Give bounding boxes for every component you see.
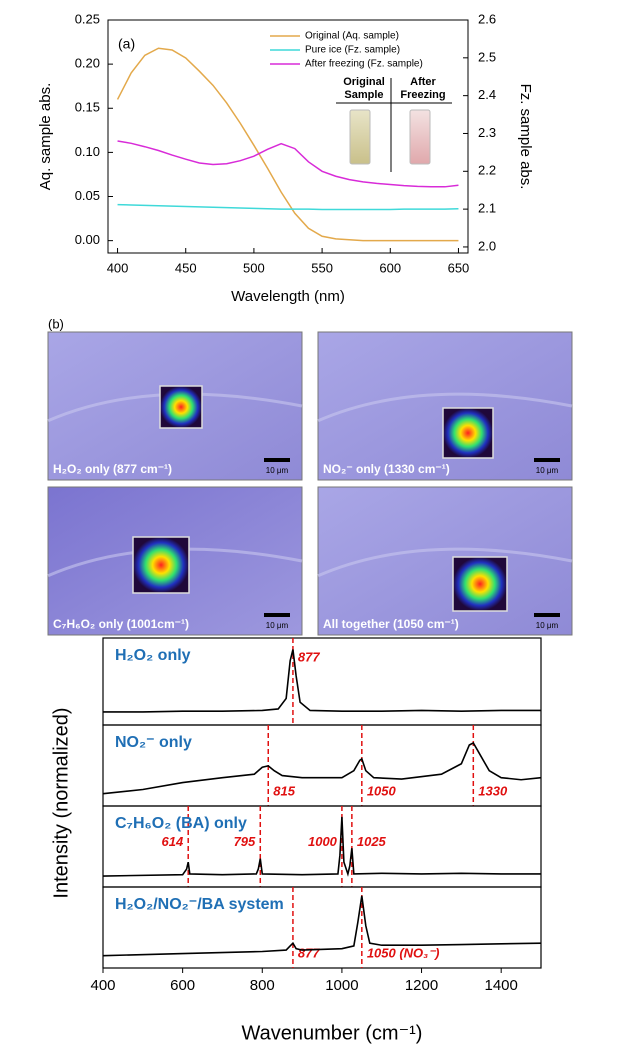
y-tick-label: 0.00	[75, 232, 100, 247]
scale-bar	[534, 613, 560, 617]
y-tick-label: 0.10	[75, 144, 100, 159]
spectrum-line	[102, 816, 541, 877]
scale-bar-label: 10 μm	[536, 621, 559, 630]
scale-bar-label: 10 μm	[266, 466, 289, 475]
legend-label: Pure ice (Fz. sample)	[305, 45, 400, 56]
x-axis-label: Wavenumber (cm⁻¹)	[242, 1022, 423, 1044]
peak-label: 614	[162, 834, 184, 849]
x-tick-label: 800	[250, 977, 275, 994]
caption: All together (1050 cm⁻¹)	[323, 617, 459, 631]
y2-tick-label: 2.3	[478, 125, 496, 140]
panel-label: (b)	[48, 316, 64, 331]
raman-map	[159, 385, 203, 429]
y2-axis-label: Fz. sample abs.	[517, 84, 534, 190]
x-tick-label: 650	[448, 260, 470, 275]
scale-bar-label: 10 μm	[266, 621, 289, 630]
x-tick-label: 500	[243, 260, 265, 275]
x-axis-label: Wavelength (nm)	[231, 288, 345, 305]
vial-original	[349, 109, 371, 165]
spectrum-line	[103, 649, 541, 713]
ice-boundary	[317, 547, 573, 578]
spectrum-line	[102, 741, 542, 795]
spectrum-line	[102, 895, 542, 957]
y-tick-label: 0.25	[75, 11, 100, 26]
peak-label: 815	[273, 783, 295, 798]
panel-label: C₇H₆O₂ (BA) only	[115, 815, 247, 832]
peak-label: 1050	[367, 783, 397, 798]
y2-tick-label: 2.4	[478, 87, 496, 102]
peak-label: 877	[298, 649, 320, 664]
peak-label: 877	[298, 945, 320, 960]
panel-label: H₂O₂/NO₂⁻/BA system	[115, 896, 284, 913]
series-line	[117, 203, 459, 211]
x-tick-label: 1400	[484, 977, 517, 994]
raman-map	[132, 536, 190, 594]
y-tick-label: 0.05	[75, 188, 100, 203]
x-tick-label: 1200	[405, 977, 438, 994]
peak-label: 1025	[357, 834, 387, 849]
panel-label: H₂O₂ only	[115, 647, 191, 664]
x-tick-label: 600	[170, 977, 195, 994]
scale-bar-label: 10 μm	[536, 466, 559, 475]
panel-frame	[102, 886, 542, 969]
caption: C₇H₆O₂ only (1001cm⁻¹)	[53, 617, 189, 631]
x-tick-label: 1000	[325, 977, 358, 994]
x-tick-label: 400	[107, 260, 129, 275]
scale-bar	[264, 613, 290, 617]
y2-tick-label: 2.6	[478, 11, 496, 26]
panel-label: (a)	[118, 36, 135, 52]
caption: H₂O₂ only (877 cm⁻¹)	[53, 462, 172, 476]
ice-boundary	[317, 392, 573, 423]
x-tick-label: 400	[90, 977, 115, 994]
raman-map	[452, 556, 508, 612]
peak-label: 1050 (NO₃⁻)	[367, 945, 440, 960]
x-tick-label: 550	[311, 260, 333, 275]
y2-tick-label: 2.0	[478, 238, 496, 253]
y-tick-label: 0.20	[75, 56, 100, 71]
scale-bar	[264, 458, 290, 462]
legend-label: After freezing (Fz. sample)	[305, 59, 423, 70]
legend-label: Original (Aq. sample)	[305, 31, 399, 42]
peak-label: 795	[234, 834, 256, 849]
scale-bar	[534, 458, 560, 462]
vial-frozen	[409, 109, 431, 165]
y2-tick-label: 2.1	[478, 201, 496, 216]
panel-label: NO₂⁻ only	[115, 734, 192, 751]
peak-label: 1330	[478, 783, 508, 798]
series-line	[117, 140, 459, 188]
x-tick-label: 600	[379, 260, 401, 275]
peak-label: 1000	[308, 834, 338, 849]
x-tick-label: 450	[175, 260, 197, 275]
inset-label: After Freezing	[400, 76, 446, 101]
y-axis-label: Aq. sample abs.	[37, 83, 54, 191]
y-axis-label: Intensity (normalized)	[50, 707, 72, 898]
raman-map	[442, 407, 494, 459]
y2-tick-label: 2.2	[478, 163, 496, 178]
caption: NO₂⁻ only (1330 cm⁻¹)	[323, 462, 450, 476]
plot-frame	[107, 19, 469, 254]
y-tick-label: 0.15	[75, 100, 100, 115]
y2-tick-label: 2.5	[478, 49, 496, 64]
series-line	[116, 47, 459, 242]
inset-label: Original Sample	[343, 76, 385, 101]
